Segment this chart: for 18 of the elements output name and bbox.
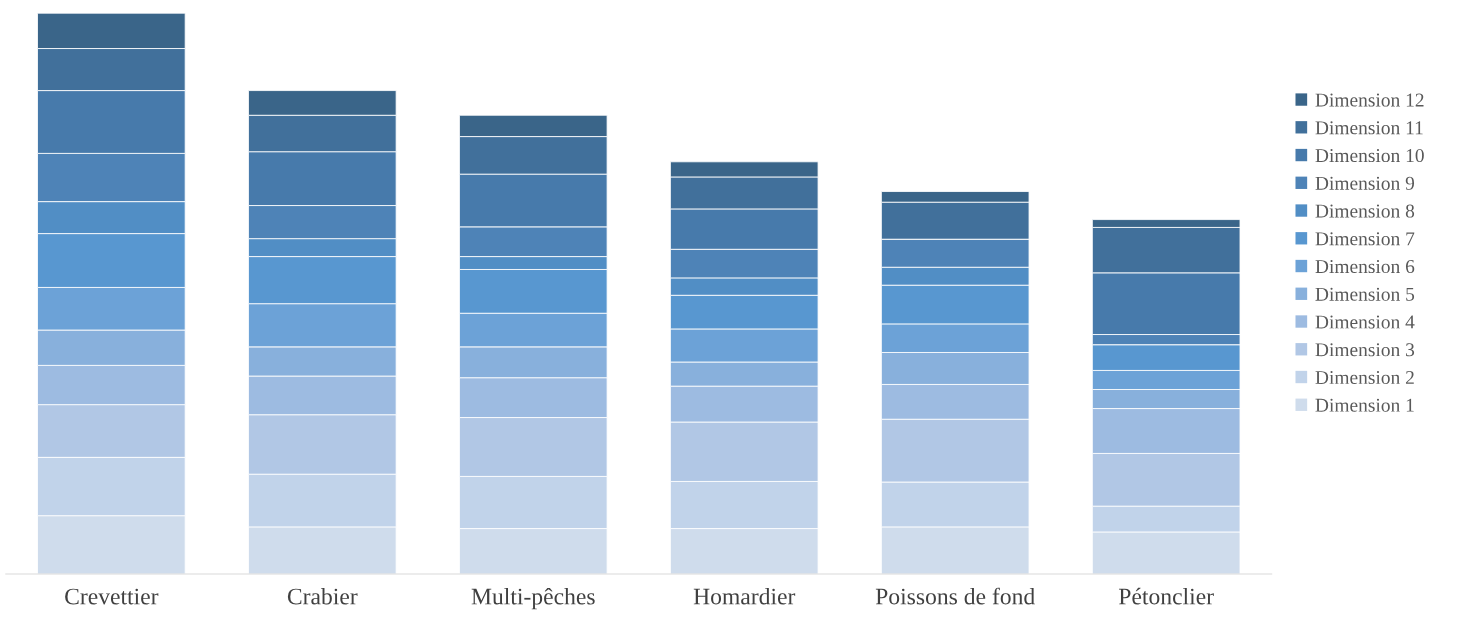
legend-label: Dimension 9 bbox=[1315, 176, 1415, 190]
legend-label: Dimension 6 bbox=[1315, 260, 1415, 274]
legend-label: Dimension 8 bbox=[1315, 204, 1415, 218]
legend-label: Dimension 10 bbox=[1315, 148, 1424, 163]
x-tick-label: Homardier bbox=[693, 587, 796, 605]
x-tick-label: Multi-pêches bbox=[471, 587, 595, 610]
legend-label: Dimension 7 bbox=[1315, 232, 1415, 246]
legend-label: Dimension 12 bbox=[1315, 93, 1424, 107]
legend-label: Dimension 1 bbox=[1315, 398, 1414, 412]
legend-label: Dimension 3 bbox=[1315, 343, 1415, 357]
x-tick-label: Crabier bbox=[287, 587, 358, 605]
x-tick-label: Pétonclier bbox=[1118, 587, 1214, 605]
x-tick-label: Crevettier bbox=[65, 588, 159, 605]
legend-label: Dimension 2 bbox=[1315, 370, 1414, 385]
legend-label: Dimension 4 bbox=[1315, 315, 1415, 329]
legend-label: Dimension 5 bbox=[1315, 287, 1415, 301]
legend-label: Dimension 11 bbox=[1315, 121, 1423, 135]
x-tick-label: Poissons de fond bbox=[875, 587, 1035, 605]
